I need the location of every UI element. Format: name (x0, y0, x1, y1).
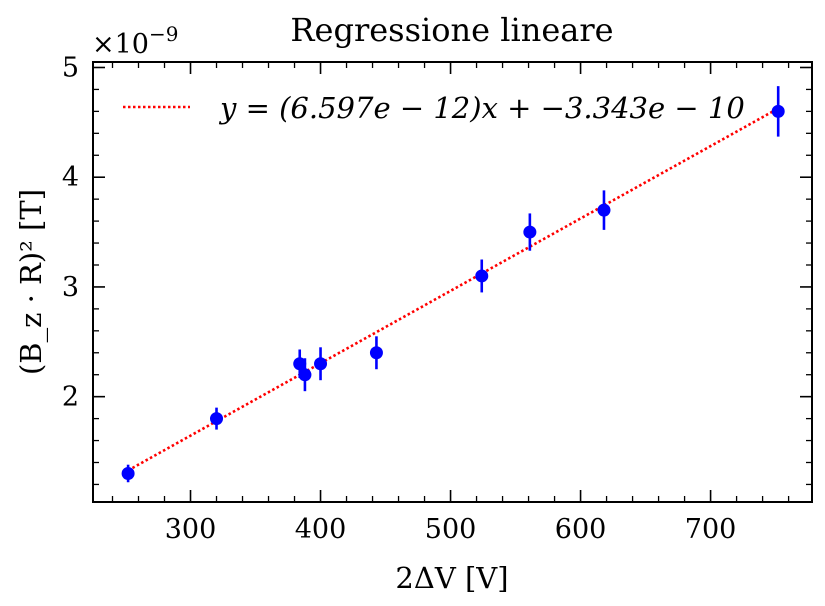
y-tick-label: 4 (62, 162, 79, 193)
data-point-5 (314, 357, 328, 371)
legend: y = (6.597e − 12)x + −3.343e − 10 (123, 91, 745, 125)
y-tick-label: 3 (62, 272, 79, 303)
data-point-8 (523, 225, 537, 239)
plot-frame (92, 61, 813, 503)
tick-labels: 300 400 500 600 700 2 3 4 5 (62, 52, 737, 545)
x-axis-label: 2ΔV [V] (395, 561, 508, 595)
minor-ticks (93, 62, 812, 502)
data-points (121, 86, 785, 483)
fit-layer (127, 107, 779, 472)
data-point-7 (475, 269, 489, 283)
x-tick-label: 500 (425, 514, 477, 545)
x-tick-label: 700 (685, 514, 737, 545)
legend-fit-label: y = (6.597e − 12)x + −3.343e − 10 (218, 91, 745, 125)
major-ticks (93, 62, 812, 502)
y-tick-label: 5 (62, 52, 79, 83)
data-point-10 (771, 104, 785, 118)
data-point-6 (369, 346, 383, 360)
x-tick-label: 300 (165, 514, 217, 545)
chart-title: Regressione lineare (290, 11, 613, 49)
y-tick-label: 2 (62, 382, 79, 413)
data-point-2 (210, 412, 224, 426)
data-point-4 (298, 368, 312, 382)
x-tick-label: 600 (555, 514, 607, 545)
data-point-3 (293, 357, 307, 371)
y-offset-label: ×10−9 (92, 22, 178, 60)
x-tick-label: 400 (295, 514, 347, 545)
data-point-9 (597, 203, 611, 217)
y-axis-label: (B_z · R)² [T] (14, 189, 49, 375)
fit-line (127, 107, 779, 472)
data-point-1 (121, 466, 135, 480)
